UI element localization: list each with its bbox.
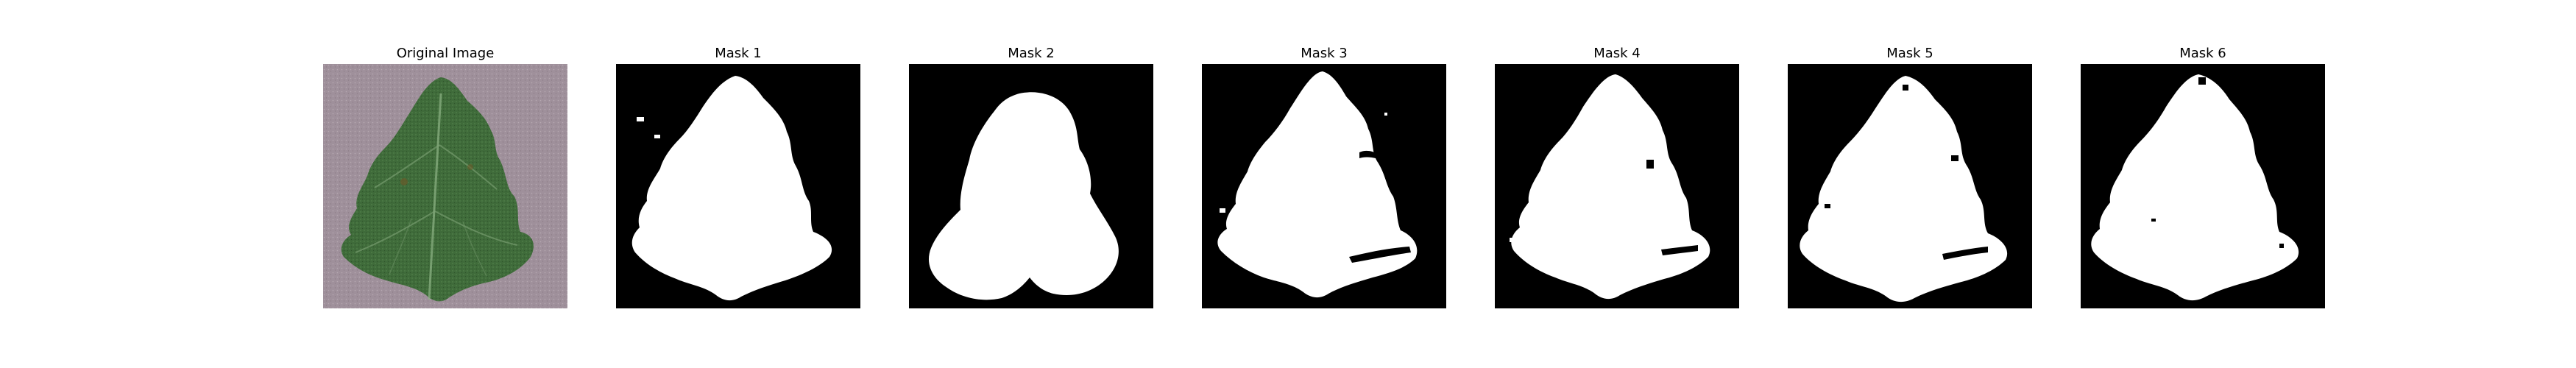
panel-title: Original Image [396,46,495,61]
mask-1-image [616,64,860,308]
mask-2-image [909,64,1153,308]
mask-4-image [1495,64,1739,308]
panel-mask-6: Mask 6 [2081,44,2325,318]
mask-6-image [2081,64,2325,308]
panel-title: Mask 1 [715,46,762,61]
panel-mask-3: Mask 3 [1202,44,1446,318]
panel-title: Mask 2 [1008,46,1055,61]
panel-mask-1: Mask 1 [616,44,860,318]
panel-mask-2: Mask 2 [909,44,1153,318]
panel-title: Mask 3 [1301,46,1348,61]
mask-5-image [1788,64,2032,308]
panel-title: Mask 6 [2179,46,2226,61]
original-leaf-photo [323,64,567,308]
panel-title: Mask 5 [1886,46,1933,61]
mask-3-image [1202,64,1446,308]
panel-mask-5: Mask 5 [1788,44,2032,318]
panel-title: Mask 4 [1593,46,1641,61]
panel-mask-4: Mask 4 [1495,44,1739,318]
panel-original-image: Original Image [323,44,567,318]
